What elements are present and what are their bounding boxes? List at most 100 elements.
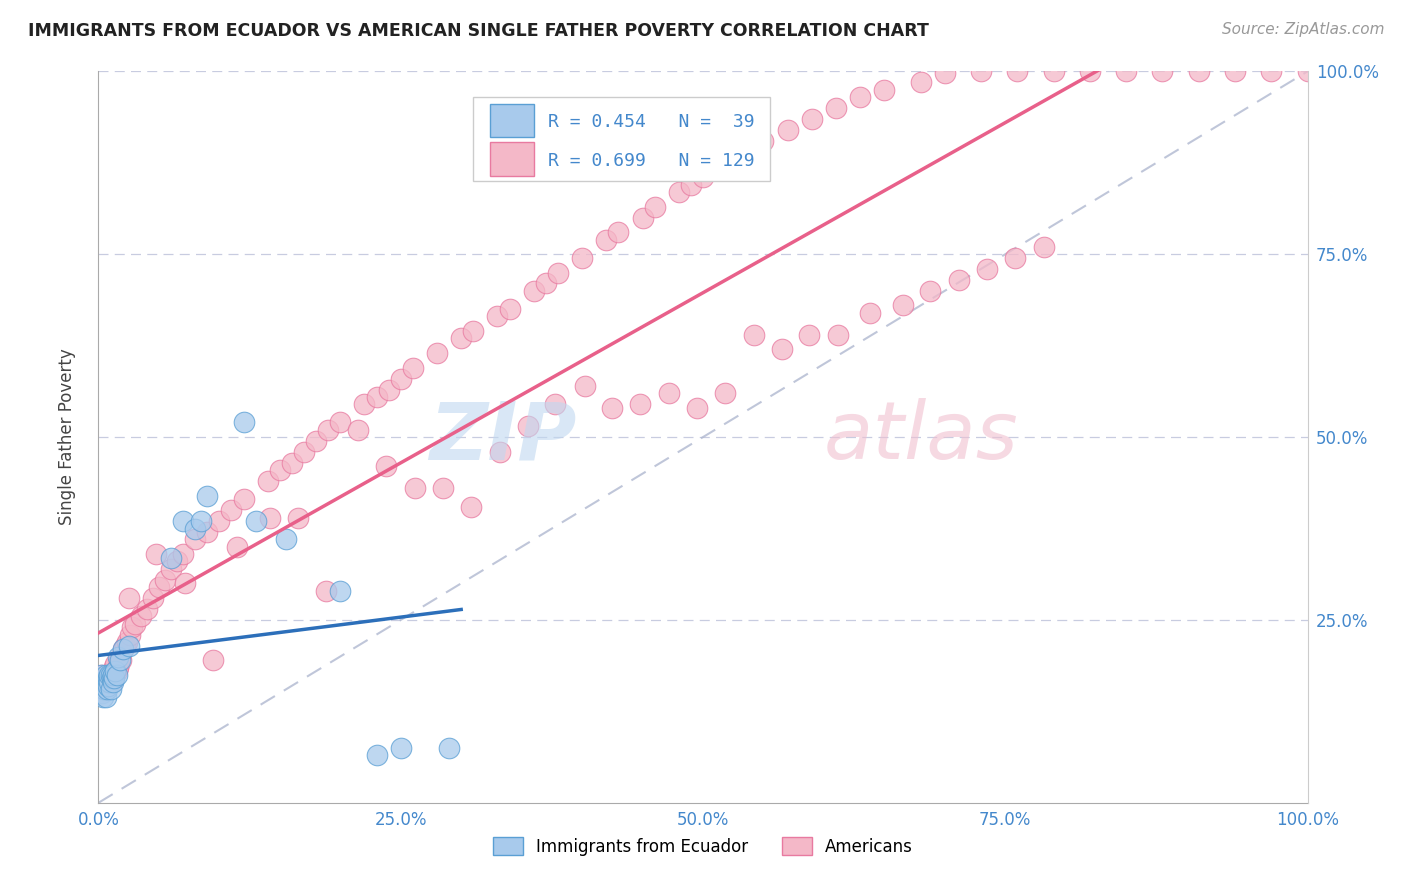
Point bbox=[329, 583, 352, 598]
Point bbox=[108, 653, 131, 667]
Point bbox=[1042, 64, 1064, 78]
Point bbox=[679, 178, 702, 192]
Point bbox=[114, 639, 136, 653]
Point bbox=[96, 679, 118, 693]
Point bbox=[489, 444, 512, 458]
Point bbox=[742, 327, 765, 342]
Point bbox=[184, 533, 207, 547]
Point bbox=[628, 397, 651, 411]
Point bbox=[460, 500, 482, 514]
Point bbox=[544, 397, 567, 411]
Point bbox=[948, 273, 970, 287]
Point bbox=[184, 521, 207, 535]
Point bbox=[91, 667, 114, 681]
Point bbox=[160, 562, 183, 576]
Point bbox=[118, 591, 141, 605]
Point bbox=[121, 620, 143, 634]
Point bbox=[668, 185, 690, 199]
Point bbox=[103, 667, 125, 681]
Point bbox=[910, 75, 932, 89]
Point bbox=[776, 123, 799, 137]
FancyBboxPatch shape bbox=[491, 103, 534, 137]
Point bbox=[1078, 64, 1101, 78]
Point bbox=[740, 145, 762, 159]
Point bbox=[287, 510, 309, 524]
FancyBboxPatch shape bbox=[474, 97, 769, 181]
Point bbox=[770, 343, 793, 357]
Point bbox=[174, 576, 197, 591]
Point bbox=[245, 514, 267, 528]
Point bbox=[920, 284, 942, 298]
Point bbox=[101, 667, 124, 681]
Text: ZIP: ZIP bbox=[429, 398, 576, 476]
Point bbox=[100, 667, 122, 681]
Point bbox=[934, 66, 956, 80]
Point bbox=[347, 423, 370, 437]
Point bbox=[574, 379, 596, 393]
Point bbox=[100, 672, 122, 686]
Point bbox=[389, 740, 412, 755]
Point bbox=[450, 331, 472, 345]
Point bbox=[97, 675, 120, 690]
Point bbox=[486, 310, 509, 324]
Point bbox=[859, 306, 882, 320]
Point bbox=[800, 112, 823, 126]
Point bbox=[232, 492, 254, 507]
Point bbox=[1115, 64, 1137, 78]
Point bbox=[104, 657, 127, 671]
Point bbox=[692, 170, 714, 185]
Point bbox=[226, 540, 249, 554]
Text: R = 0.454   N =  39: R = 0.454 N = 39 bbox=[548, 113, 755, 131]
Point bbox=[172, 514, 194, 528]
Point bbox=[316, 423, 339, 437]
Point bbox=[221, 503, 243, 517]
Point bbox=[94, 667, 117, 681]
Point bbox=[166, 554, 188, 568]
Point bbox=[195, 489, 218, 503]
Point bbox=[104, 664, 127, 678]
Point bbox=[100, 667, 122, 681]
Point bbox=[107, 649, 129, 664]
Point bbox=[101, 667, 124, 681]
Point bbox=[97, 672, 120, 686]
Point bbox=[534, 277, 557, 291]
Point bbox=[98, 667, 121, 681]
Point bbox=[1260, 64, 1282, 78]
Point bbox=[94, 675, 117, 690]
Point bbox=[111, 642, 134, 657]
FancyBboxPatch shape bbox=[491, 142, 534, 176]
Point bbox=[402, 360, 425, 375]
Point bbox=[375, 459, 398, 474]
Point bbox=[329, 416, 352, 430]
Point bbox=[107, 660, 129, 674]
Point bbox=[292, 444, 315, 458]
Point bbox=[195, 525, 218, 540]
Point bbox=[93, 672, 115, 686]
Point bbox=[1007, 64, 1029, 78]
Point bbox=[658, 386, 681, 401]
Point bbox=[827, 327, 849, 342]
Point bbox=[97, 667, 120, 681]
Point bbox=[153, 573, 176, 587]
Point bbox=[353, 397, 375, 411]
Point bbox=[104, 664, 127, 678]
Point bbox=[91, 682, 114, 697]
Point bbox=[96, 672, 118, 686]
Point bbox=[202, 653, 225, 667]
Point bbox=[96, 682, 118, 697]
Point bbox=[1188, 64, 1211, 78]
Point bbox=[105, 667, 128, 681]
Point bbox=[1296, 64, 1319, 78]
Point bbox=[110, 653, 132, 667]
Point bbox=[891, 298, 914, 312]
Point bbox=[98, 675, 121, 690]
Point bbox=[873, 83, 896, 97]
Point bbox=[103, 660, 125, 674]
Point bbox=[135, 602, 157, 616]
Point bbox=[91, 675, 114, 690]
Point bbox=[305, 434, 328, 448]
Point bbox=[970, 64, 993, 78]
Point bbox=[145, 547, 167, 561]
Point bbox=[91, 679, 114, 693]
Point bbox=[129, 609, 152, 624]
